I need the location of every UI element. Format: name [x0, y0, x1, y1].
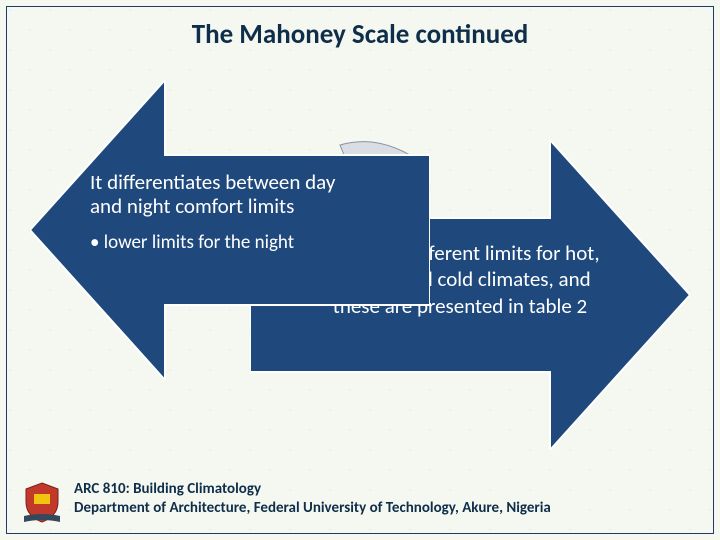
left-arrow: It differentiates between day and night …: [30, 80, 430, 380]
left-arrow-bullet: • lower limits for the night: [90, 232, 355, 255]
left-arrow-text: It differentiates between day and night …: [90, 170, 355, 255]
footer-line-1: ARC 810: Building Climatology: [74, 480, 551, 499]
slide-title: The Mahoney Scale continued: [0, 18, 720, 51]
left-arrow-heading: It differentiates between day and night …: [90, 170, 355, 218]
university-crest-icon: [20, 480, 64, 524]
footer-line-2: Department of Architecture, Federal Univ…: [74, 499, 551, 518]
footer: ARC 810: Building Climatology Department…: [20, 480, 700, 524]
footer-text: ARC 810: Building Climatology Department…: [74, 480, 551, 518]
arrows-container: There are different limits for hot, aver…: [40, 80, 680, 450]
